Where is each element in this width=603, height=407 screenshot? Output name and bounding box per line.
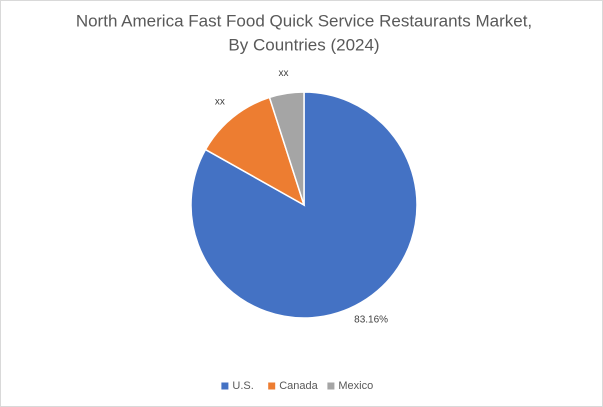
data-label: 83.16% [354, 314, 388, 325]
legend: U.S. Canada Mexico [221, 380, 373, 392]
legend-swatch [221, 382, 229, 390]
legend-swatch [268, 382, 276, 390]
data-label: xx [215, 97, 225, 108]
legend-label: Canada [279, 380, 318, 392]
chart-title: North America Fast Food Quick Service Re… [76, 11, 532, 30]
pie-slice [204, 96, 306, 207]
pie-slice [268, 91, 305, 206]
legend-swatch [327, 382, 335, 390]
data-label: xx [278, 68, 288, 79]
chart-title: By Countries (2024) [228, 35, 379, 54]
legend-label: Mexico [338, 380, 373, 392]
legend-label: U.S. [232, 380, 253, 392]
